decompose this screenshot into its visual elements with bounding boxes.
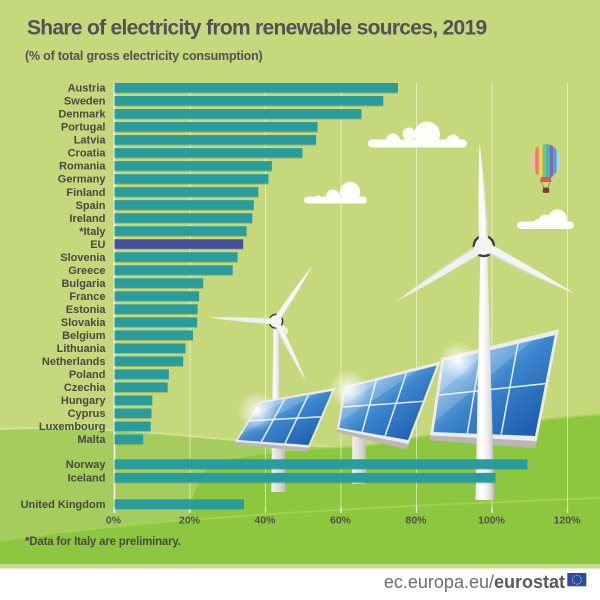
svg-text:Luxembourg: Luxembourg: [39, 421, 106, 433]
svg-text:Spain: Spain: [76, 200, 106, 212]
svg-text:Germany: Germany: [58, 174, 107, 186]
svg-text:20%: 20%: [179, 515, 201, 527]
svg-text:Ireland: Ireland: [69, 213, 105, 225]
svg-text:*Data for Italy are preliminar: *Data for Italy are preliminary.: [25, 536, 181, 548]
svg-text:Lithuania: Lithuania: [57, 343, 107, 355]
svg-text:60%: 60%: [330, 515, 352, 527]
svg-text:Sweden: Sweden: [64, 96, 106, 108]
svg-text:Cyprus: Cyprus: [68, 408, 106, 420]
svg-text:Hungary: Hungary: [61, 395, 107, 407]
svg-text:40%: 40%: [254, 515, 276, 527]
svg-text:Croatia: Croatia: [68, 148, 107, 160]
svg-text:Czechia: Czechia: [64, 382, 106, 394]
svg-text:Estonia: Estonia: [66, 304, 107, 316]
svg-text:France: France: [69, 291, 105, 303]
svg-text:*Italy: *Italy: [79, 226, 106, 238]
svg-text:Slovakia: Slovakia: [61, 317, 107, 329]
svg-text:0%: 0%: [106, 515, 122, 527]
svg-text:(% of total gross electricity: (% of total gross electricity consumptio…: [25, 49, 262, 63]
svg-text:Bulgaria: Bulgaria: [61, 278, 106, 290]
svg-text:United Kingdom: United Kingdom: [21, 499, 106, 511]
svg-text:ec.europa.eu/eurostat: ec.europa.eu/eurostat: [384, 572, 565, 592]
svg-text:Slovenia: Slovenia: [60, 252, 106, 264]
svg-text:Norway: Norway: [66, 459, 107, 471]
svg-text:Iceland: Iceland: [68, 473, 106, 485]
svg-text:Portugal: Portugal: [61, 122, 106, 134]
svg-text:Denmark: Denmark: [58, 109, 106, 121]
svg-text:80%: 80%: [405, 515, 427, 527]
svg-text:Share of electricity from rene: Share of electricity from renewable sour…: [27, 17, 486, 40]
svg-text:Malta: Malta: [77, 434, 106, 446]
svg-text:100%: 100%: [478, 515, 506, 527]
svg-text:EU: EU: [90, 239, 105, 251]
svg-text:Latvia: Latvia: [74, 135, 107, 147]
svg-text:Netherlands: Netherlands: [42, 356, 106, 368]
svg-text:Belgium: Belgium: [62, 330, 106, 342]
svg-text:Poland: Poland: [69, 369, 106, 381]
svg-text:120%: 120%: [554, 515, 582, 527]
svg-text:Finland: Finland: [66, 187, 105, 199]
svg-text:Greece: Greece: [68, 265, 105, 277]
svg-text:Romania: Romania: [59, 161, 106, 173]
svg-text:Austria: Austria: [68, 83, 107, 95]
